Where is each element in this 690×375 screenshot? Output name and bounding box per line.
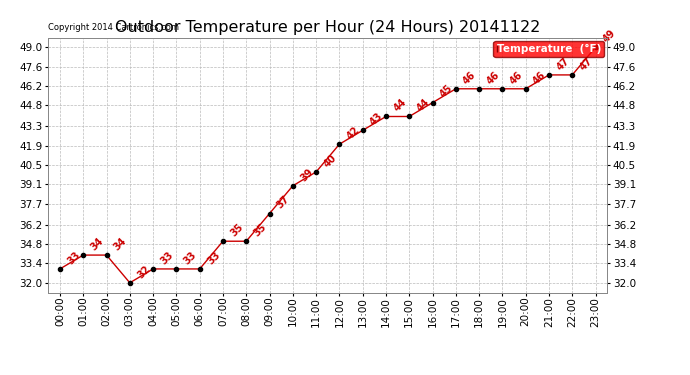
Text: 34: 34 — [112, 236, 129, 252]
Text: Copyright 2014 Cartronics.com: Copyright 2014 Cartronics.com — [48, 23, 179, 32]
Text: 46: 46 — [462, 69, 478, 86]
Text: 46: 46 — [484, 69, 502, 86]
Text: 39: 39 — [298, 166, 315, 183]
Text: 46: 46 — [531, 69, 548, 86]
Text: 44: 44 — [415, 97, 431, 114]
Text: 33: 33 — [66, 249, 82, 266]
Text: 47: 47 — [555, 56, 571, 72]
Text: 49: 49 — [601, 28, 618, 44]
Text: 35: 35 — [228, 222, 245, 238]
Text: 35: 35 — [252, 222, 268, 238]
Text: 43: 43 — [368, 111, 385, 128]
Text: 33: 33 — [159, 249, 175, 266]
Text: 47: 47 — [578, 56, 595, 72]
Text: 46: 46 — [508, 69, 524, 86]
Title: Outdoor Temperature per Hour (24 Hours) 20141122: Outdoor Temperature per Hour (24 Hours) … — [115, 20, 540, 35]
Legend: Temperature  (°F): Temperature (°F) — [493, 40, 604, 57]
Text: 40: 40 — [322, 153, 338, 169]
Text: 32: 32 — [135, 263, 152, 280]
Text: 44: 44 — [391, 97, 408, 114]
Text: 42: 42 — [345, 125, 362, 141]
Text: 33: 33 — [205, 249, 222, 266]
Text: 33: 33 — [182, 249, 199, 266]
Text: 45: 45 — [438, 83, 455, 100]
Text: 34: 34 — [89, 236, 106, 252]
Text: 37: 37 — [275, 194, 292, 211]
